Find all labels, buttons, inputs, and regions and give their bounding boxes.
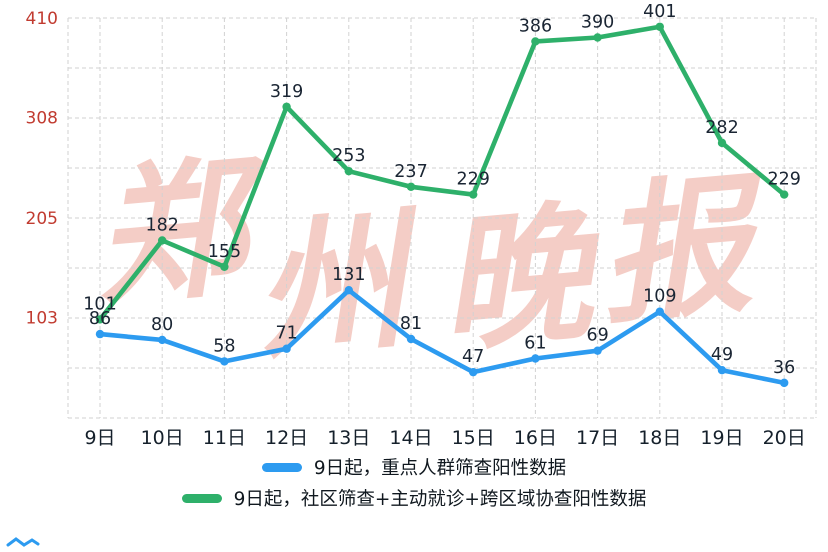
svg-text:47: 47 [462, 347, 484, 367]
svg-text:19日: 19日 [700, 427, 743, 448]
svg-text:131: 131 [332, 265, 365, 285]
svg-text:237: 237 [394, 162, 427, 182]
green-line-swatch [181, 493, 222, 503]
corner-artifact [6, 537, 40, 547]
svg-text:410: 410 [26, 9, 58, 29]
svg-text:69: 69 [586, 326, 608, 346]
svg-text:16日: 16日 [514, 427, 557, 448]
svg-text:10日: 10日 [141, 427, 184, 448]
svg-text:13日: 13日 [327, 427, 370, 448]
legend: 9日起，重点人群筛查阳性数据 9日起，社区筛查+主动就诊+跨区域协查阳性数据 [0, 454, 828, 511]
svg-text:58: 58 [213, 336, 235, 356]
legend-label-key-population: 9日起，重点人群筛查阳性数据 [313, 458, 567, 479]
legend-item-community-screening: 9日起，社区筛查+主动就诊+跨区域协查阳性数据 [181, 485, 647, 511]
svg-text:253: 253 [332, 146, 365, 166]
svg-text:9日: 9日 [84, 427, 115, 448]
blue-line-swatch [261, 462, 302, 472]
svg-text:282: 282 [705, 118, 738, 138]
svg-text:229: 229 [456, 170, 489, 190]
svg-text:49: 49 [711, 345, 733, 365]
svg-text:61: 61 [524, 333, 546, 353]
svg-text:71: 71 [275, 324, 297, 344]
svg-text:205: 205 [26, 209, 58, 229]
svg-text:80: 80 [151, 315, 173, 335]
svg-text:36: 36 [773, 358, 795, 378]
svg-text:401: 401 [643, 2, 676, 22]
svg-text:103: 103 [26, 309, 58, 329]
svg-text:182: 182 [145, 215, 178, 235]
svg-text:155: 155 [208, 242, 241, 262]
svg-text:319: 319 [270, 82, 303, 102]
svg-text:386: 386 [519, 16, 552, 36]
svg-text:11日: 11日 [203, 427, 246, 448]
svg-text:20日: 20日 [763, 427, 806, 448]
svg-text:81: 81 [400, 314, 422, 334]
svg-text:101: 101 [83, 294, 116, 314]
line-chart: 103 205 308 410 9日 10日 11日 12日 13日 14日 15日 16日 17日 18… [26, 2, 817, 448]
svg-text:109: 109 [643, 287, 676, 307]
svg-text:18日: 18日 [638, 427, 681, 448]
svg-text:15日: 15日 [452, 427, 495, 448]
legend-item-key-population: 9日起，重点人群筛查阳性数据 [261, 454, 567, 480]
svg-text:86: 86 [89, 309, 111, 329]
legend-label-community-screening: 9日起，社区筛查+主动就诊+跨区域协查阳性数据 [233, 489, 647, 510]
svg-text:12日: 12日 [265, 427, 308, 448]
svg-text:17日: 17日 [576, 427, 619, 448]
svg-text:390: 390 [581, 13, 614, 33]
svg-text:14日: 14日 [389, 427, 432, 448]
svg-text:229: 229 [767, 170, 800, 190]
svg-text:308: 308 [26, 109, 58, 129]
